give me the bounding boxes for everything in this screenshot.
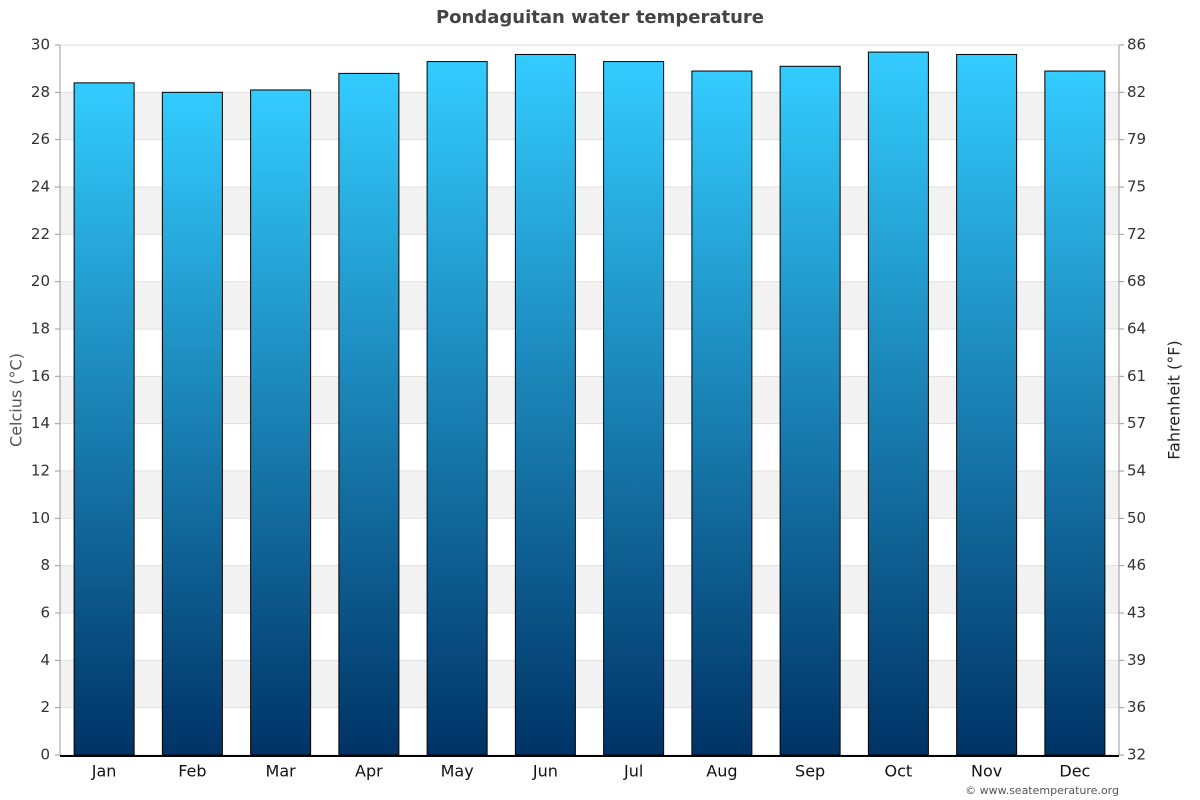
bar [338, 72, 400, 756]
bar [250, 89, 312, 756]
y-tick-label: 0 [40, 746, 50, 764]
x-tick-label: Dec [1059, 762, 1090, 781]
y-tick-label: 6 [40, 604, 50, 622]
y2-tick-label: 39 [1127, 651, 1146, 669]
bar [691, 70, 753, 756]
y-tick-label: 14 [31, 414, 50, 432]
y2-tick-label: 75 [1127, 178, 1146, 196]
grid-band [60, 660, 1119, 708]
y-tick-label: 10 [31, 509, 50, 527]
y2-tick-label: 64 [1127, 320, 1146, 338]
x-tick-label: Jan [91, 762, 117, 781]
grid-band [60, 376, 1119, 424]
x-tick-label: Sep [795, 762, 825, 781]
y-tick-label: 2 [40, 698, 50, 716]
y-axis-title: Celcius (°C) [7, 353, 26, 447]
x-tick-label: Jul [623, 762, 643, 781]
grid-band [60, 565, 1119, 613]
y2-tick-label: 50 [1127, 509, 1146, 527]
bar [426, 61, 488, 756]
y2-tick-label: 82 [1127, 83, 1146, 101]
x-tick-label: May [441, 762, 474, 781]
bar [779, 65, 841, 756]
x-tick-label: Oct [885, 762, 913, 781]
y2-tick-label: 54 [1127, 462, 1146, 480]
grid-band [60, 92, 1119, 140]
y2-tick-label: 61 [1127, 367, 1146, 385]
y-tick-label: 18 [31, 320, 50, 338]
y-tick-label: 26 [31, 130, 50, 148]
y2-tick-label: 32 [1127, 746, 1146, 764]
y-tick-label: 16 [31, 367, 50, 385]
y2-tick-label: 46 [1127, 556, 1146, 574]
x-tick-label: Nov [971, 762, 1002, 781]
y-tick-label: 8 [40, 556, 50, 574]
y2-tick-label: 86 [1127, 36, 1146, 54]
bar [1044, 70, 1106, 756]
bar [161, 91, 223, 756]
bar [956, 53, 1018, 756]
y-tick-label: 4 [40, 651, 50, 669]
y2-tick-label: 79 [1127, 130, 1146, 148]
x-tick-label: Feb [178, 762, 206, 781]
y2-axis-title: Fahrenheit (°F) [1165, 340, 1184, 459]
x-tick-label: Apr [355, 762, 383, 781]
y2-tick-label: 57 [1127, 414, 1146, 432]
y-tick-label: 22 [31, 225, 50, 243]
y2-tick-label: 43 [1127, 604, 1146, 622]
credit: © www.seatemperature.org [965, 784, 1119, 797]
y2-tick-label: 68 [1127, 272, 1146, 290]
y-tick-label: 20 [31, 272, 50, 290]
bar [73, 82, 135, 756]
x-tick-label: Aug [706, 762, 737, 781]
y-tick-label: 12 [31, 462, 50, 480]
y-tick-label: 24 [31, 178, 50, 196]
grid-band [60, 281, 1119, 329]
chart-title: Pondaguitan water temperature [436, 7, 764, 28]
bar [867, 51, 929, 756]
x-tick-label: Mar [266, 762, 297, 781]
bar [603, 61, 665, 756]
bar [514, 53, 576, 756]
y2-tick-label: 36 [1127, 698, 1146, 716]
grid-band [60, 471, 1119, 519]
y2-tick-label: 72 [1127, 225, 1146, 243]
y-tick-label: 30 [31, 36, 50, 54]
y-tick-label: 28 [31, 83, 50, 101]
x-tick-label: Jun [532, 762, 558, 781]
grid-band [60, 187, 1119, 235]
